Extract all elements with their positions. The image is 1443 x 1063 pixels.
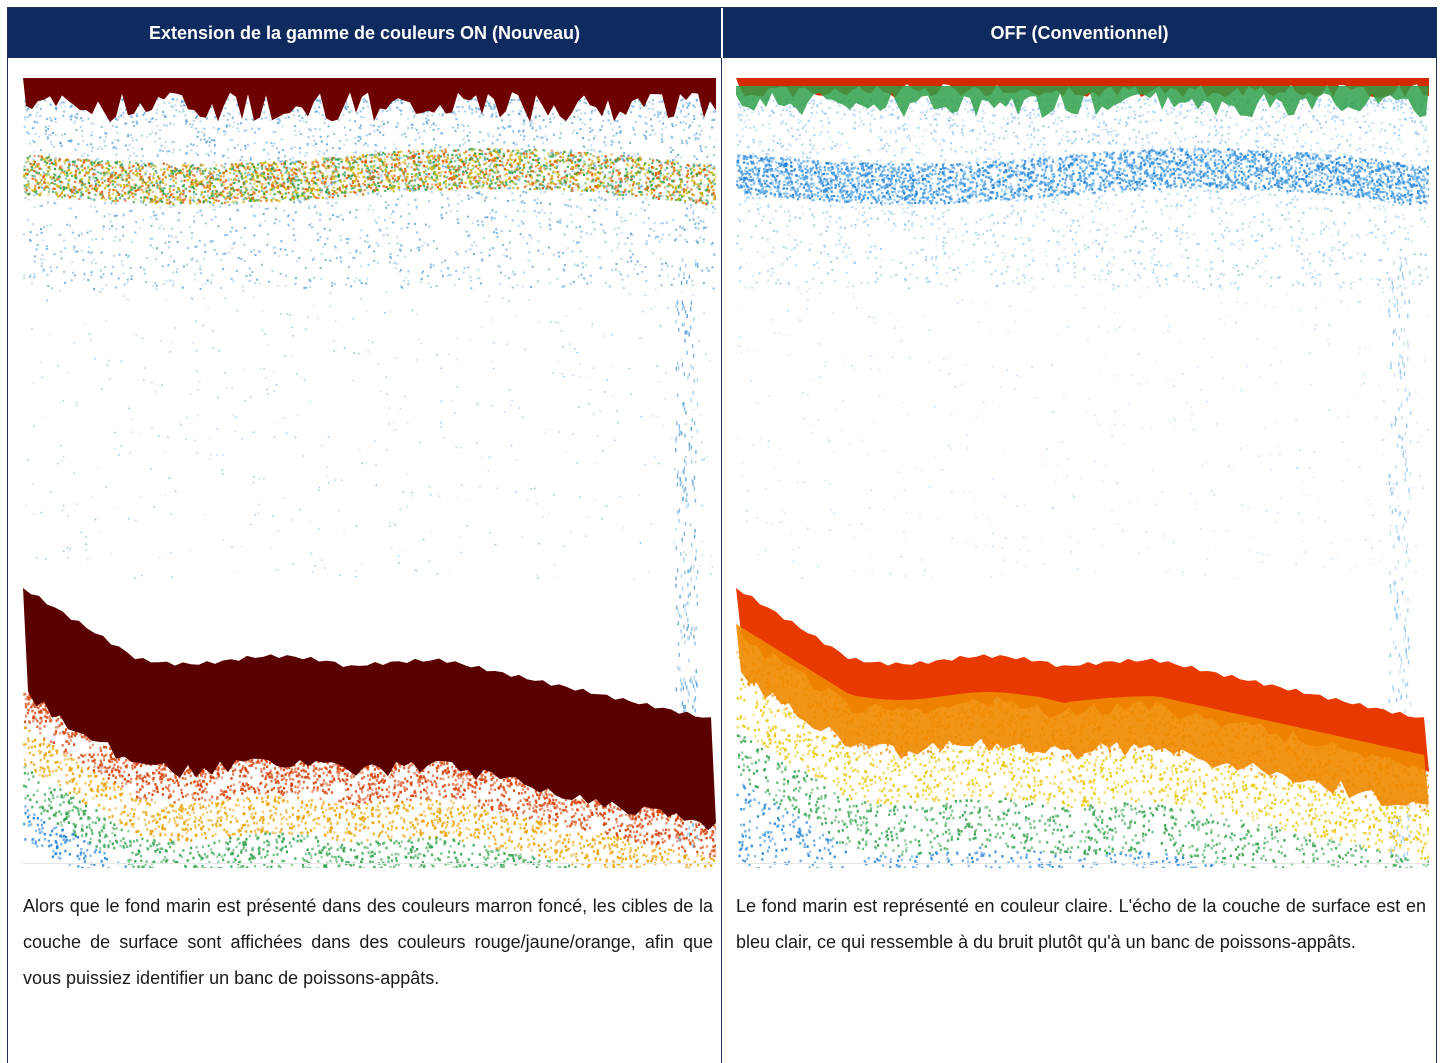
- comparison-table: Extension de la gamme de couleurs ON (No…: [7, 7, 1437, 1063]
- table-header: Extension de la gamme de couleurs ON (No…: [8, 8, 1436, 58]
- echogram-right-image: [736, 78, 1429, 868]
- echogram-left-image: [23, 78, 716, 868]
- echogram-right: [736, 78, 1429, 868]
- echogram-left: [23, 78, 716, 868]
- header-left-title: Extension de la gamme de couleurs ON (No…: [8, 8, 721, 58]
- header-right-title: OFF (Conventionnel): [721, 8, 1436, 58]
- caption-left: Alors que le fond marin est présenté dan…: [23, 888, 713, 996]
- caption-right: Le fond marin est représenté en couleur …: [736, 888, 1426, 960]
- column-divider: [721, 58, 722, 1063]
